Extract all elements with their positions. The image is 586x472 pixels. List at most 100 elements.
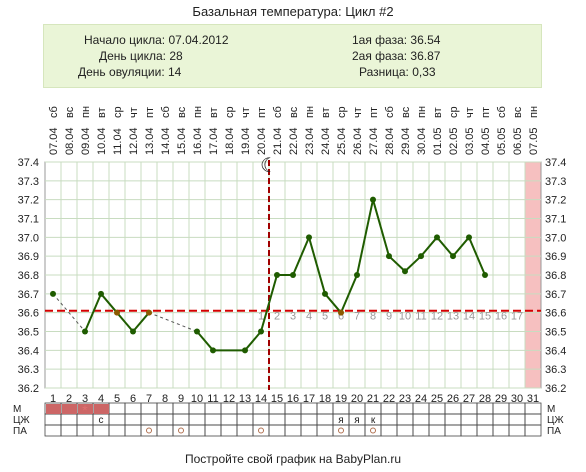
phase2-day-number: 5	[322, 310, 328, 322]
table-cell	[396, 413, 414, 426]
temperature-segment	[100, 293, 118, 314]
day-number: 20	[351, 393, 363, 405]
table-cell	[76, 424, 94, 437]
table-cell	[60, 424, 78, 437]
y-tick-label-left: 36.9	[18, 251, 39, 263]
day-number: 26	[447, 393, 459, 405]
day-number: 24	[415, 393, 427, 405]
cycle-length-text: День цикла: 28	[99, 49, 183, 63]
table-cell	[252, 413, 270, 426]
weekday-label: ср	[224, 106, 236, 118]
y-tick-label-left: 37.0	[18, 232, 39, 244]
day-number: 12	[223, 393, 235, 405]
weekday-label: пн	[416, 106, 428, 118]
intercourse-mark	[258, 427, 264, 434]
date-label: 20.04	[256, 127, 268, 155]
table-cell	[108, 424, 126, 437]
table-cell	[252, 424, 270, 437]
y-tick-label-right: 37.2	[545, 195, 566, 207]
temperature-point	[194, 328, 200, 335]
temperature-point	[210, 347, 216, 354]
row-label-right: ЦЖ	[547, 415, 564, 426]
y-tick-label-left: 36.2	[18, 383, 39, 395]
y-tick-label-left: 37.2	[18, 195, 39, 207]
cervical-mucus-mark: с	[99, 415, 104, 426]
table-cell	[316, 413, 334, 426]
date-label: 19.04	[240, 127, 252, 155]
phase2-day-number: 12	[431, 310, 443, 322]
table-cell	[524, 424, 542, 437]
temperature-point	[370, 196, 376, 203]
temperature-dashed-segment	[148, 312, 198, 332]
day-number: 2	[66, 393, 72, 405]
footer-link[interactable]: Постройте свой график на BabyPlan.ru	[184, 452, 402, 466]
temperature-segment	[84, 293, 102, 332]
table-cell	[444, 424, 462, 437]
date-label: 18.04	[224, 127, 236, 155]
phase2-day-number: 4	[306, 310, 312, 322]
table-cell	[492, 413, 510, 426]
date-label: 24.04	[320, 127, 332, 155]
table-cell	[332, 424, 350, 437]
day-number: 16	[287, 393, 299, 405]
temperature-point	[354, 272, 360, 278]
y-tick-label-left: 36.4	[18, 345, 39, 357]
temperature-point	[242, 347, 248, 354]
phase1-text: 1ая фаза: 36.54	[352, 33, 441, 47]
day-number: 30	[511, 393, 523, 405]
temperature-segment	[292, 236, 310, 276]
temperature-segment	[404, 255, 422, 272]
weekday-label: сб	[48, 106, 60, 118]
y-tick-label-right: 36.6	[545, 308, 566, 320]
weekday-label: чт	[128, 107, 140, 118]
day-number: 6	[130, 393, 136, 405]
row-label-right: М	[547, 404, 555, 415]
table-cell	[124, 424, 142, 437]
weekday-label: вс	[400, 106, 412, 118]
y-tick-label-left: 37.1	[18, 214, 39, 226]
temperature-segment	[468, 236, 486, 276]
table-cell	[92, 424, 110, 437]
day-number: 29	[495, 393, 507, 405]
table-cell	[220, 424, 238, 437]
date-label: 13.04	[144, 127, 156, 155]
day-number: 19	[335, 393, 347, 405]
phase2-day-number: 1	[258, 310, 264, 322]
weekday-label: чт	[240, 107, 252, 118]
date-label: 09.04	[80, 127, 92, 155]
menstruation-cell	[62, 404, 77, 414]
temperature-point	[450, 253, 456, 260]
phase2-day-number: 13	[447, 310, 459, 322]
cervical-mucus-mark: к	[371, 415, 376, 426]
table-cell	[220, 413, 238, 426]
temperature-segment	[244, 330, 262, 351]
cycle-start-text: Начало цикла: 07.04.2012	[84, 33, 229, 47]
row-label-right: ПА	[547, 426, 561, 437]
table-cell	[284, 424, 302, 437]
weekday-label: чт	[464, 107, 476, 118]
day-number: 7	[146, 393, 152, 405]
weekday-label: пн	[304, 106, 316, 118]
day-number: 10	[191, 393, 203, 405]
y-tick-label-left: 36.6	[18, 308, 39, 320]
weekday-label: пт	[144, 107, 156, 118]
temperature-point	[258, 328, 264, 335]
table-cell	[476, 424, 494, 437]
weekday-label: вс	[288, 106, 300, 118]
temperature-point	[322, 290, 328, 297]
phase2-day-number: 14	[463, 310, 475, 322]
table-cell	[156, 413, 174, 426]
date-label: 07.05	[528, 127, 540, 155]
temperature-segment	[452, 236, 470, 257]
weekday-label: сб	[384, 106, 396, 118]
table-cell	[188, 424, 206, 437]
table-cell	[44, 413, 62, 426]
weekday-label: вс	[512, 106, 524, 118]
day-number: 14	[255, 393, 267, 405]
weekday-label: сб	[496, 106, 508, 118]
table-cell	[140, 424, 158, 437]
y-tick-label-left: 36.8	[18, 270, 39, 282]
table-cell	[412, 424, 430, 437]
y-tick-label-right: 37.3	[545, 176, 566, 188]
